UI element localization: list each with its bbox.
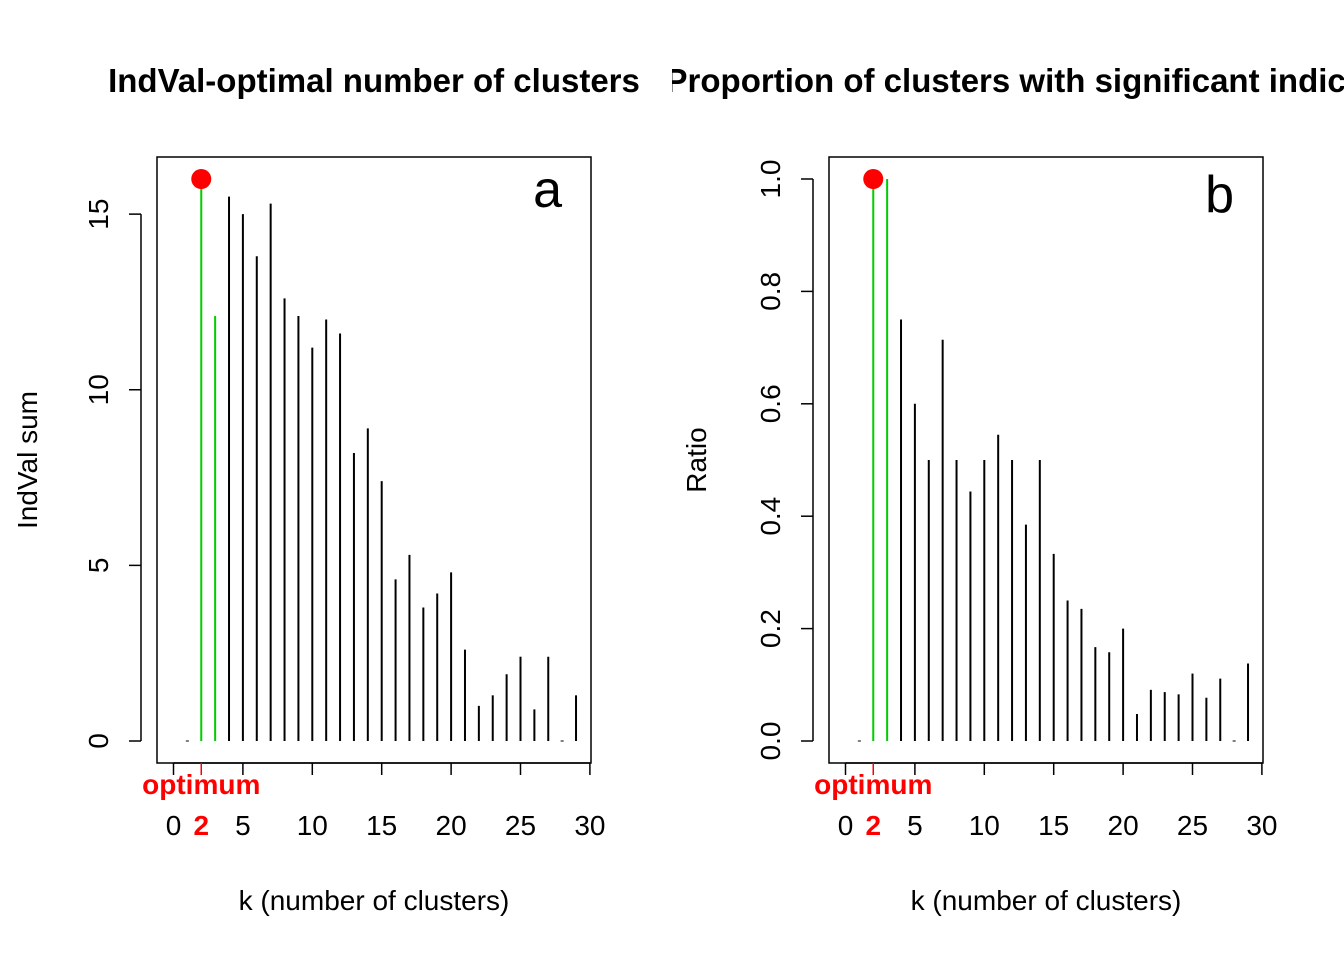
optimum-tick-label-a: 2 [193,810,209,841]
x-tick-label-a-2: 10 [297,810,328,841]
x-tick-label-a-5: 25 [505,810,536,841]
panel-label-b: b [1205,166,1234,224]
y-tick-label-a-1: 5 [83,558,114,574]
optimum-label-a: optimum [142,769,260,800]
y-tick-label-b-5: 1.0 [755,160,786,199]
optimum-point-b [863,169,884,189]
x-tick-label-b-4: 20 [1108,810,1139,841]
x-tick-label-b-2: 10 [969,810,1000,841]
y-tick-label-b-2: 0.4 [755,497,786,536]
x-axis-label-a: k (number of clusters) [239,885,510,916]
x-tick-label-b-3: 15 [1038,810,1069,841]
y-axis-label-a: IndVal sum [12,391,43,529]
x-tick-label-b-5: 25 [1177,810,1208,841]
x-tick-label-b-6: 30 [1246,810,1277,841]
x-tick-label-a-1: 5 [235,810,251,841]
x-tick-label-a-3: 15 [366,810,397,841]
chart-marks-a: 0 5 10 15 0 5 10 15 20 25 30 2 optimum [83,169,605,841]
plot-frame-a [156,156,592,764]
x-tick-label-b-1: 5 [907,810,923,841]
y-tick-label-a-3: 15 [83,199,114,230]
y-tick-label-b-3: 0.6 [755,384,786,423]
panel-a: IndVal-optimal number of clusters a k (n… [12,62,640,916]
optimum-tick-label-b: 2 [865,810,881,841]
chart-title-b: Proportion of clusters with significant … [666,62,1344,99]
y-tick-label-a-0: 0 [83,733,114,749]
plot-frame-b [828,156,1264,764]
y-axis-label-b: Ratio [681,427,712,492]
x-tick-label-a-4: 20 [436,810,467,841]
x-tick-label-a-0: 0 [166,810,182,841]
optimum-label-b: optimum [814,769,932,800]
x-tick-label-b-0: 0 [838,810,854,841]
panel-b: Proportion of clusters with significant … [666,62,1344,916]
x-axis-label-b: k (number of clusters) [911,885,1182,916]
y-tick-label-b-4: 0.8 [755,272,786,311]
y-tick-label-b-1: 0.2 [755,609,786,648]
optimum-point-a [191,169,212,189]
chart-title-a: IndVal-optimal number of clusters [108,62,640,99]
y-tick-label-b-0: 0.0 [755,722,786,761]
y-tick-label-a-2: 10 [83,374,114,405]
panel-label-a: a [533,161,562,219]
chart-marks-b: 0.0 0.2 0.4 0.6 0.8 1.0 0 5 10 15 20 25 30 2 optimum [755,160,1277,841]
x-tick-label-a-6: 30 [574,810,605,841]
